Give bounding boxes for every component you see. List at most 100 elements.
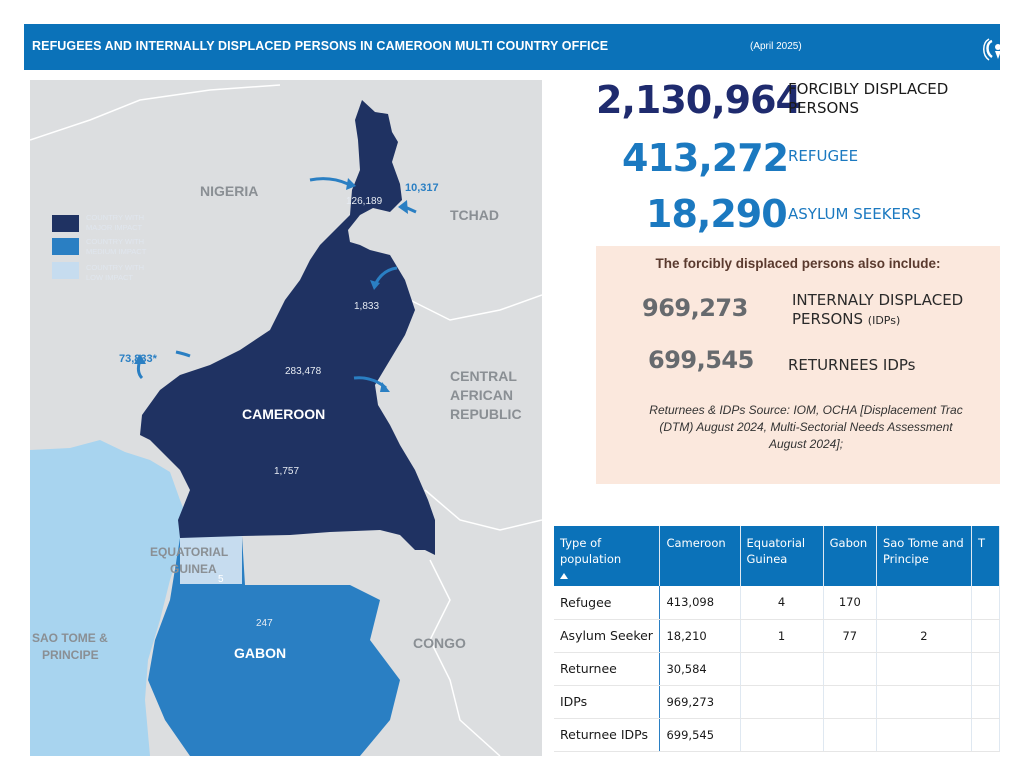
central-figure: 283,478 <box>285 366 322 377</box>
header-truncated[interactable]: T <box>971 526 1000 586</box>
map-svg: NIGERIA TCHAD CENTRAL AFRICAN REPUBLIC C… <box>30 80 542 756</box>
arrow-head <box>380 382 390 392</box>
header-label: Type of population <box>560 536 622 566</box>
page-title: REFUGEES AND INTERNALLY DISPLACED PERSON… <box>32 39 609 53</box>
arrow-head <box>134 354 146 364</box>
cell-gabon: 77 <box>823 619 877 653</box>
sort-up-icon[interactable] <box>560 573 568 579</box>
legend-medium-line1: COUNTRY WITH <box>86 237 144 246</box>
cell-gabon <box>823 718 877 752</box>
row-label: Returnee <box>554 652 661 686</box>
displacement-map: NIGERIA TCHAD CENTRAL AFRICAN REPUBLIC C… <box>30 80 542 756</box>
header-equatorial-guinea[interactable]: Equatorial Guinea <box>740 526 824 586</box>
nigeria-flow-figure: 73,833* <box>119 353 158 365</box>
header-type-of-population[interactable]: Type of population <box>554 526 661 586</box>
table-row: Asylum Seeker 18,210 1 77 2 <box>554 619 1000 653</box>
congo-label: CONGO <box>413 635 466 651</box>
sea-area <box>30 440 190 756</box>
table-row: Returnee IDPs 699,545 <box>554 718 1000 752</box>
border-line <box>424 489 542 531</box>
map-legend: COUNTRY WITH MAJOR IMPACT COUNTRY WITH M… <box>52 213 147 282</box>
include-heading: The forcibly displaced persons also incl… <box>655 256 941 271</box>
table-row: Refugee 413,098 4 170 <box>554 586 1000 620</box>
row-label: Asylum Seeker <box>554 619 661 653</box>
legend-swatch-medium <box>52 238 79 255</box>
gabon-label: GABON <box>234 645 286 661</box>
eq-guinea-label-line1: EQUATORIAL <box>150 545 228 559</box>
cell-eq-guinea <box>740 685 824 719</box>
header-gabon[interactable]: Gabon <box>823 526 877 586</box>
header-banner: REFUGEES AND INTERNALLY DISPLACED PERSON… <box>24 24 1013 70</box>
returnees-label: RETURNEES IDPs <box>788 356 916 374</box>
cell-cameroon: 413,098 <box>659 586 741 620</box>
table-row: IDPs 969,273 <box>554 685 1000 719</box>
table-row: Returnee 30,584 <box>554 652 1000 686</box>
asylum-label: ASYLUM SEEKERS <box>788 205 921 223</box>
refugee-label: REFUGEE <box>788 147 859 165</box>
included-populations-box: The forcibly displaced persons also incl… <box>596 246 1000 484</box>
car-label-line2: AFRICAN <box>450 387 513 403</box>
gabon-figure: 247 <box>256 618 273 629</box>
flow-arrow-nigeria-north <box>309 177 349 186</box>
population-table: Type of population Cameroon Equatorial G… <box>554 526 1000 752</box>
source-line3: August 2024]; <box>768 437 844 451</box>
flow-arrow-nigeria-sw <box>175 350 191 358</box>
table-header-row: Type of population Cameroon Equatorial G… <box>554 526 1000 586</box>
idp-value: 969,273 <box>642 294 748 322</box>
cell-cameroon: 30,584 <box>659 652 741 686</box>
cell-sao-tome <box>876 685 972 719</box>
idp-label: INTERNALY DISPLACED PERSONS (IDPs) <box>792 291 963 330</box>
row-label: Refugee <box>554 586 661 620</box>
fdp-value: 2,130,964 <box>596 78 802 122</box>
report-date: (April 2025) <box>750 41 802 52</box>
row-label: IDPs <box>554 685 661 719</box>
equatorial-guinea-region <box>180 536 242 584</box>
cell-truncated <box>971 652 1000 686</box>
car-label-line3: REPUBLIC <box>450 406 522 422</box>
border-line <box>30 84 281 141</box>
cell-eq-guinea <box>740 652 824 686</box>
far-north-figure: 126,189 <box>346 196 383 207</box>
cell-cameroon: 18,210 <box>659 619 741 653</box>
fdp-label-line1: FORCIBLY DISPLACED <box>788 80 949 98</box>
cell-eq-guinea: 4 <box>740 586 824 620</box>
north-figure: 1,833 <box>354 301 379 312</box>
idp-label-line1: INTERNALY DISPLACED <box>792 291 964 309</box>
unhcr-logo-icon <box>983 38 1013 61</box>
border-line <box>429 559 501 756</box>
legend-low-line1: COUNTRY WITH <box>86 263 144 272</box>
population-table-wrapper: Type of population Cameroon Equatorial G… <box>554 526 1000 756</box>
refugee-value: 413,272 <box>622 136 789 180</box>
header-cameroon[interactable]: Cameroon <box>659 526 741 586</box>
legend-low-line2: LOW IMPACT <box>86 273 133 282</box>
idp-label-suffix: (IDPs) <box>867 314 901 327</box>
cell-gabon <box>823 685 877 719</box>
arrow-head <box>398 200 408 214</box>
car-label-line1: CENTRAL <box>450 368 517 384</box>
nigeria-label: NIGERIA <box>200 183 258 199</box>
arrow-head <box>370 280 380 290</box>
returnees-value: 699,545 <box>648 346 754 374</box>
chad-flow-figure: 10,317 <box>405 182 439 194</box>
legend-swatch-low <box>52 262 79 279</box>
legend-swatch-major <box>52 215 79 232</box>
cell-sao-tome <box>876 652 972 686</box>
legend-medium-line2: MEDIUM IMPACT <box>86 247 147 256</box>
cell-sao-tome: 2 <box>876 619 972 653</box>
border-line <box>409 294 542 321</box>
cell-truncated <box>971 685 1000 719</box>
cell-sao-tome <box>876 718 972 752</box>
source-line2: (DTM) August 2024, Multi-Sectorial Needs… <box>659 420 953 434</box>
header-sao-tome[interactable]: Sao Tome and Principe <box>876 526 972 586</box>
eq-guinea-figure: 5 <box>218 574 224 585</box>
gabon-region <box>148 536 400 756</box>
cameroon-label: CAMEROON <box>242 406 325 422</box>
cell-sao-tome <box>876 586 972 620</box>
fdp-label: FORCIBLY DISPLACED PERSONS <box>788 80 948 118</box>
cell-truncated <box>971 586 1000 620</box>
legend-major-line1: COUNTRY WITH <box>86 213 144 222</box>
stp-label-line1: SAO TOME & <box>32 631 108 645</box>
fdp-label-line2: PERSONS <box>788 99 860 117</box>
cell-gabon <box>823 652 877 686</box>
row-label: Returnee IDPs <box>554 718 661 752</box>
